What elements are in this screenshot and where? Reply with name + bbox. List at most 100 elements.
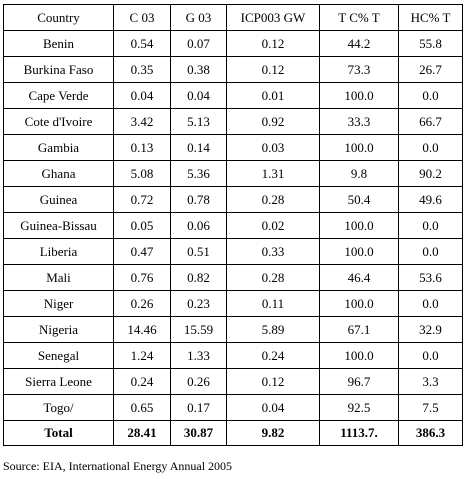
value-cell: 0.24 (226, 342, 320, 369)
value-cell: 0.01 (226, 82, 320, 109)
value-cell: 0.82 (170, 264, 227, 291)
value-cell: 49.6 (398, 186, 463, 213)
value-cell: 0.76 (113, 264, 171, 291)
value-cell: 0.35 (113, 56, 171, 83)
table-row: Guinea 0.72 0.78 0.28 50.4 49.6 (3, 186, 463, 213)
value-cell: 100.0 (319, 212, 399, 239)
value-cell: 0.0 (398, 238, 463, 265)
country-cell: Mali (3, 264, 114, 291)
value-cell: 0.33 (226, 238, 320, 265)
header-cell-tc-pct: T C% T (319, 4, 399, 31)
value-cell: 0.13 (113, 134, 171, 161)
source-note: Source: EIA, International Energy Annual… (3, 459, 233, 473)
country-cell: Benin (3, 30, 114, 57)
value-cell: 0.72 (113, 186, 171, 213)
energy-data-table: Country C 03 G 03 ICP003 GW T C% T HC% T… (3, 4, 463, 446)
value-cell: 0.0 (398, 212, 463, 239)
header-cell-icp003-gw: ICP003 GW (226, 4, 320, 31)
country-cell: Nigeria (3, 316, 114, 343)
value-cell: 100.0 (319, 290, 399, 317)
country-cell: Gambia (3, 134, 114, 161)
country-cell: Niger (3, 290, 114, 317)
value-cell: 7.5 (398, 394, 463, 421)
value-cell: 100.0 (319, 342, 399, 369)
value-cell: 53.6 (398, 264, 463, 291)
table-row: Togo/0.65 0.17 0.04 92.5 7.5 (3, 394, 463, 421)
table-footer: Total 28.41 30.87 9.82 1113.7. 386.3 (3, 420, 463, 446)
value-cell: 0.14 (170, 134, 227, 161)
value-cell: 0.0 (398, 290, 463, 317)
value-cell: 0.28 (226, 186, 320, 213)
value-cell: 14.46 (113, 316, 171, 343)
value-cell: 0.0 (398, 134, 463, 161)
table-row: Niger 0.26 0.23 0.11 100.0 0.0 (3, 290, 463, 317)
value-cell: 3.42 (113, 108, 171, 135)
header-row: Country C 03 G 03 ICP003 GW T C% T HC% T (3, 4, 463, 31)
value-cell: 90.2 (398, 160, 463, 187)
value-cell: 0.47 (113, 238, 171, 265)
value-cell: 0.11 (226, 290, 320, 317)
total-cell: 1113.7. (319, 420, 399, 446)
value-cell: 0.38 (170, 56, 227, 83)
value-cell: 15.59 (170, 316, 227, 343)
value-cell: 73.3 (319, 56, 399, 83)
value-cell: 67.1 (319, 316, 399, 343)
value-cell: 100.0 (319, 238, 399, 265)
total-row: Total 28.41 30.87 9.82 1113.7. 386.3 (3, 420, 463, 446)
value-cell: 0.23 (170, 290, 227, 317)
value-cell: 55.8 (398, 30, 463, 57)
value-cell: 100.0 (319, 82, 399, 109)
header-cell-c03: C 03 (113, 4, 171, 31)
country-cell: Ghana (3, 160, 114, 187)
header-cell-hc-pct: HC% T (398, 4, 463, 31)
value-cell: 1.31 (226, 160, 320, 187)
total-label: Total (3, 420, 114, 446)
value-cell: 0.17 (170, 394, 227, 421)
value-cell: 0.24 (113, 368, 171, 395)
table-row: Guinea-Bissau 0.05 0.06 0.02 100.0 0.0 (3, 212, 463, 239)
value-cell: 46.4 (319, 264, 399, 291)
table-row: Cape Verde 0.04 0.04 0.01 100.0 0.0 (3, 82, 463, 109)
value-cell: 0.04 (170, 82, 227, 109)
value-cell: 0.12 (226, 368, 320, 395)
header-cell-country: Country (3, 4, 114, 31)
value-cell: 0.0 (398, 342, 463, 369)
value-cell: 66.7 (398, 108, 463, 135)
value-cell: 0.12 (226, 56, 320, 83)
value-cell: 5.36 (170, 160, 227, 187)
value-cell: 0.12 (226, 30, 320, 57)
value-cell: 32.9 (398, 316, 463, 343)
country-cell: Guinea-Bissau (3, 212, 114, 239)
value-cell: 5.89 (226, 316, 320, 343)
value-cell: 5.08 (113, 160, 171, 187)
table-row: Senegal 1.24 1.33 0.24 100.0 0.0 (3, 342, 463, 369)
table-header: Country C 03 G 03 ICP003 GW T C% T HC% T (3, 4, 463, 31)
value-cell: 26.7 (398, 56, 463, 83)
country-cell: Liberia (3, 238, 114, 265)
value-cell: 9.8 (319, 160, 399, 187)
value-cell: 0.06 (170, 212, 227, 239)
value-cell: 0.05 (113, 212, 171, 239)
value-cell: 3.3 (398, 368, 463, 395)
total-cell: 386.3 (398, 420, 463, 446)
total-cell: 9.82 (226, 420, 320, 446)
value-cell: 0.26 (170, 368, 227, 395)
value-cell: 0.26 (113, 290, 171, 317)
country-cell: Guinea (3, 186, 114, 213)
table-row: Mali 0.76 0.82 0.28 46.4 53.6 (3, 264, 463, 291)
value-cell: 100.0 (319, 134, 399, 161)
country-cell: Togo/ (3, 394, 114, 421)
total-cell: 30.87 (170, 420, 227, 446)
value-cell: 0.0 (398, 82, 463, 109)
total-cell: 28.41 (113, 420, 171, 446)
header-cell-g03: G 03 (170, 4, 227, 31)
table-row: Benin 0.54 0.07 0.12 44.2 55.8 (3, 30, 463, 57)
table-row: Liberia 0.47 0.51 0.33 100.0 0.0 (3, 238, 463, 265)
value-cell: 5.13 (170, 108, 227, 135)
value-cell: 92.5 (319, 394, 399, 421)
value-cell: 1.24 (113, 342, 171, 369)
table-row: Cote d'Ivoire 3.42 5.13 0.92 33.3 66.7 (3, 108, 463, 135)
table-row: Ghana 5.08 5.36 1.31 9.8 90.2 (3, 160, 463, 187)
value-cell: 0.28 (226, 264, 320, 291)
value-cell: 0.65 (113, 394, 171, 421)
